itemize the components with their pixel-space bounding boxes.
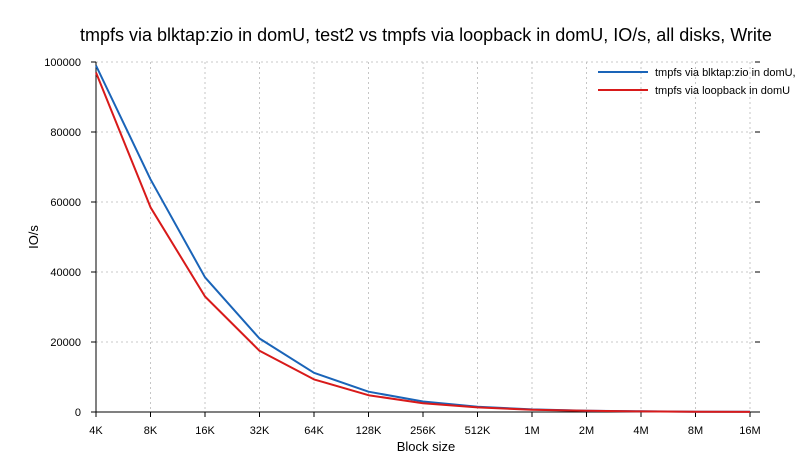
y-tick-label: 60000 bbox=[50, 197, 81, 209]
series bbox=[95, 65, 751, 413]
y-tick-label: 80000 bbox=[50, 127, 81, 139]
series-line-2 bbox=[95, 72, 751, 413]
x-axis-label: Block size bbox=[397, 439, 456, 454]
x-tick-label: 64K bbox=[304, 425, 324, 437]
y-tick-label: 20000 bbox=[50, 337, 81, 349]
legend-items: tmpfs via blktap:zio in domU, t tmpfs via… bbox=[598, 67, 797, 97]
x-tick-label: 32K bbox=[250, 425, 270, 437]
x-tick-label: 512K bbox=[465, 425, 491, 437]
grid bbox=[96, 61, 755, 412]
y-axis-label: IO/s bbox=[26, 225, 41, 249]
x-ticks: 4K 8K 16K 32K 64K 128K 256K 512K 1M 2M 4M 8M 16M bbox=[89, 412, 761, 437]
axes bbox=[95, 62, 755, 413]
x-tick-label: 4M bbox=[633, 425, 648, 437]
legend-label-2: tmpfs via loopback in domU bbox=[655, 85, 790, 97]
x-tick-label: 2M bbox=[579, 425, 594, 437]
y-ticks: 0 20000 40000 60000 80000 100000 bbox=[44, 57, 760, 419]
chart-title: tmpfs via blktap:zio in domU, test2 vs t… bbox=[80, 25, 772, 45]
x-tick-label: 8M bbox=[688, 425, 703, 437]
x-tick-label: 8K bbox=[144, 425, 158, 437]
y-tick-label: 100000 bbox=[44, 57, 81, 69]
y-tick-label: 40000 bbox=[50, 267, 81, 279]
x-tick-label: 1M bbox=[524, 425, 539, 437]
x-tick-label: 256K bbox=[410, 425, 436, 437]
x-tick-label: 4K bbox=[89, 425, 103, 437]
legend: tmpfs via blktap:zio in domU, t tmpfs via… bbox=[598, 67, 797, 97]
legend-label-1: tmpfs via blktap:zio in domU, t bbox=[655, 67, 797, 79]
x-tick-label: 16K bbox=[195, 425, 215, 437]
y-tick-label: 0 bbox=[75, 407, 81, 419]
x-tick-label: 16M bbox=[739, 425, 760, 437]
x-tick-label: 128K bbox=[356, 425, 382, 437]
